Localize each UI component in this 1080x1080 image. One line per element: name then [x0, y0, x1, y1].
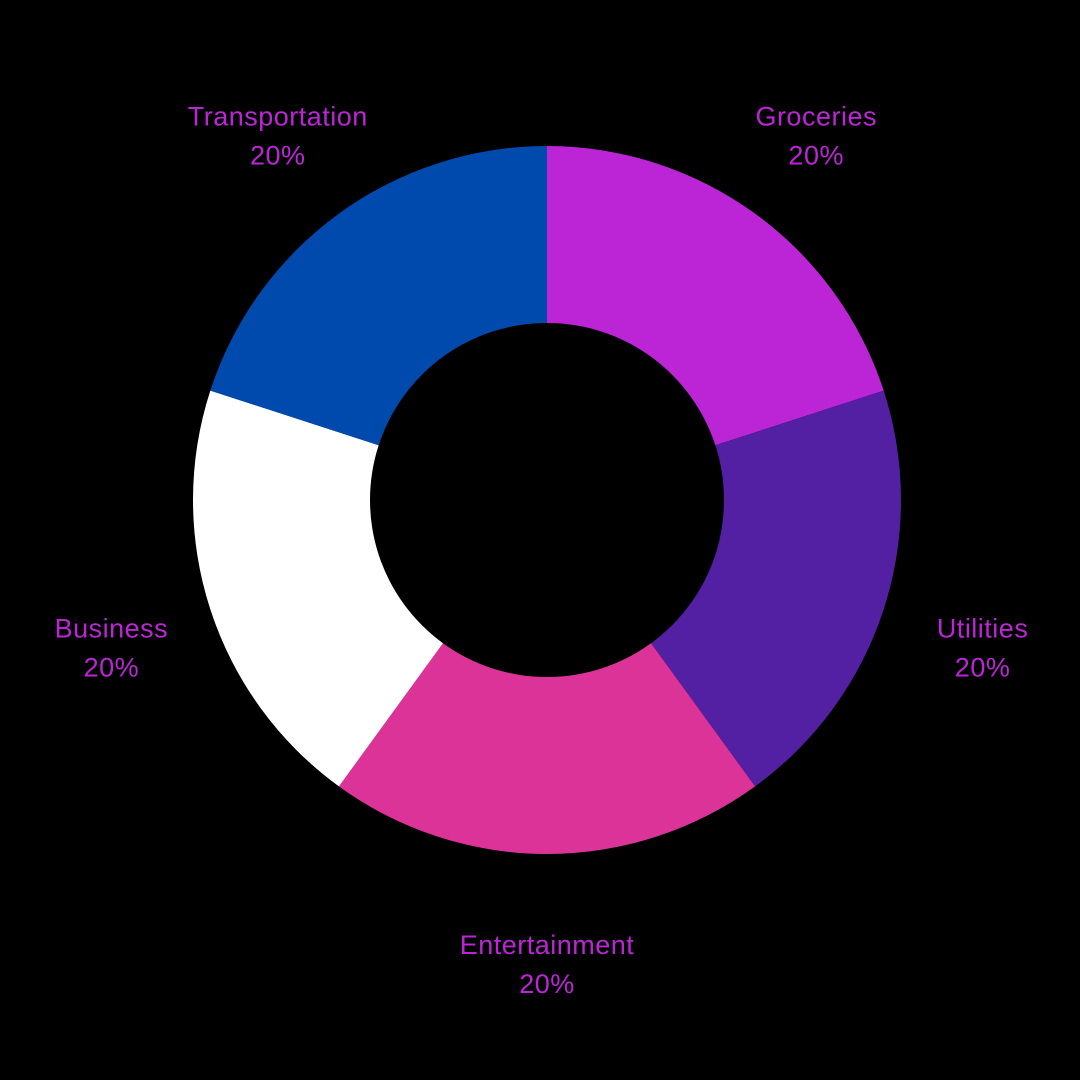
slice-transportation — [210, 146, 547, 446]
label-business: Business 20% — [55, 614, 169, 683]
slice-entertainment — [338, 643, 756, 855]
label-category: Utilities — [937, 614, 1029, 644]
label-category: Transportation — [188, 101, 368, 131]
label-utilities: Utilities 20% — [937, 614, 1029, 683]
label-value: 20% — [519, 969, 575, 999]
label-transportation: Transportation 20% — [188, 101, 368, 170]
label-category: Business — [55, 614, 169, 644]
label-groceries: Groceries 20% — [755, 101, 877, 170]
slice-utilities — [651, 390, 901, 787]
slice-labels: Groceries 20% Utilities 20% Entertainment 20%… — [55, 101, 1029, 999]
slice-business — [192, 390, 443, 787]
label-value: 20% — [788, 140, 844, 170]
label-value: 20% — [84, 653, 140, 683]
label-value: 20% — [250, 140, 306, 170]
donut-slices — [192, 146, 901, 855]
label-category: Groceries — [755, 101, 877, 131]
label-value: 20% — [955, 653, 1011, 683]
label-category: Entertainment — [460, 930, 635, 960]
label-entertainment: Entertainment 20% — [460, 930, 635, 999]
slice-groceries — [547, 146, 884, 446]
